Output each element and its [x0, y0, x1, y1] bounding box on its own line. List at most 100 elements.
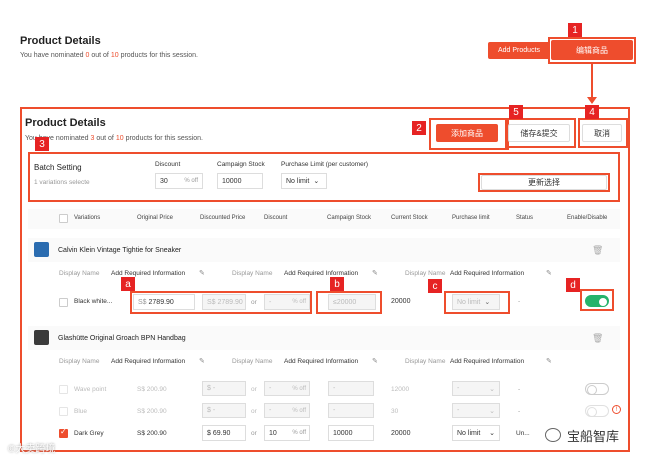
tag-1: 1 — [568, 23, 582, 37]
purchase-limit-select[interactable]: No limit ⌄ — [452, 425, 500, 441]
trash-icon[interactable]: 🗑 — [592, 333, 604, 343]
current-stock-value: 12000 — [391, 386, 410, 393]
campaign-stock-input[interactable]: - — [328, 381, 374, 396]
status-value: - — [518, 386, 521, 393]
col-campaign-stock: Campaign Stock — [327, 215, 372, 221]
purchase-limit-label: Purchase Limit (per customer) — [281, 161, 369, 168]
discounted-price-input[interactable]: $ - — [202, 381, 246, 396]
display-name-label: Display Name — [59, 358, 100, 365]
campaign-stock-input[interactable]: - — [328, 403, 374, 418]
trash-icon[interactable]: 🗑 — [592, 245, 604, 255]
purchase-limit-select[interactable]: No limit ⌄ — [452, 294, 500, 310]
tag-d: d — [566, 278, 580, 292]
campaign-stock-input[interactable]: ≤20000 — [328, 294, 376, 310]
display-name-value[interactable]: Add Required Information — [450, 358, 525, 365]
pencil-icon[interactable]: ✎ — [372, 270, 378, 277]
product-name: Calvin Klein Vintage Tightie for Sneaker — [58, 247, 182, 254]
wechat-icon — [545, 428, 561, 442]
highlight-a — [130, 291, 312, 314]
highlight-add-product — [429, 118, 509, 150]
select-all-checkbox[interactable] — [59, 214, 68, 223]
check-icon: ✓ — [60, 427, 67, 436]
discount-pct-input[interactable]: -% off — [264, 381, 310, 396]
enable-toggle[interactable] — [585, 405, 609, 417]
or-label: or — [251, 430, 257, 437]
nominated-summary: You have nominated 0 out of 10 products … — [20, 52, 198, 59]
update-selection-button[interactable]: 更新选择 — [481, 175, 607, 190]
campaign-stock-input[interactable]: 10000 — [328, 425, 374, 441]
page-title: Product Details — [20, 35, 101, 47]
row-checkbox[interactable] — [59, 298, 68, 307]
or-label: or — [251, 386, 257, 393]
display-name-value[interactable]: Add Required Information — [450, 270, 525, 277]
discounted-price-input[interactable]: $ - — [202, 403, 246, 418]
product-header — [28, 326, 620, 350]
product-thumbnail — [34, 242, 49, 257]
discount-label: Discount — [155, 161, 181, 168]
highlight-c — [444, 291, 510, 314]
status-value: - — [518, 408, 521, 415]
batch-discount-input[interactable]: 30 % off — [155, 173, 203, 189]
warning-icon: ! — [612, 405, 621, 414]
product-name: Glashütte Original Groach BPN Handbag — [58, 335, 186, 342]
discounted-price-input[interactable]: $ 69.90 — [202, 425, 246, 441]
edit-products-button[interactable]: 编辑商品 — [551, 40, 633, 60]
chevron-down-icon: ⌄ — [489, 385, 495, 393]
col-discounted-price: Discounted Price — [200, 215, 246, 221]
cancel-button[interactable]: 取消 — [582, 124, 622, 142]
display-name-value[interactable]: Add Required Information — [111, 270, 186, 277]
status-value: - — [518, 298, 521, 305]
row-checkbox[interactable] — [59, 429, 68, 438]
row-checkbox[interactable] — [59, 385, 68, 394]
watermark-right: 宝船智库 — [565, 426, 622, 445]
col-variations: Variations — [74, 215, 101, 221]
purchase-limit-select[interactable]: - ⌄ — [452, 403, 500, 418]
discount-pct-input[interactable]: - % off — [264, 294, 310, 310]
discount-pct-input[interactable]: -% off — [264, 403, 310, 418]
batch-limit-select[interactable]: No limit ⌄ — [281, 173, 327, 189]
original-price: S$ 200.90 — [137, 386, 167, 393]
display-name-value[interactable]: Add Required Information — [284, 358, 359, 365]
col-enable-disable: Enable/Disable — [567, 215, 608, 221]
original-price-field[interactable]: S$ 2789.90 — [133, 294, 195, 310]
display-name-value[interactable]: Add Required Information — [284, 270, 359, 277]
tag-b: b — [330, 277, 344, 291]
arrow-head — [587, 97, 597, 104]
enable-toggle[interactable] — [585, 295, 609, 307]
display-name-label: Display Name — [232, 270, 273, 277]
enable-toggle[interactable] — [585, 383, 609, 395]
variation-name: Wave point — [74, 386, 107, 393]
status-value: Un... — [516, 430, 530, 437]
discounted-price-input[interactable]: S$ 2789.90 — [202, 294, 246, 310]
purchase-limit-select[interactable]: - ⌄ — [452, 381, 500, 396]
display-name-label: Display Name — [405, 358, 446, 365]
highlight-d — [580, 289, 614, 311]
pencil-icon[interactable]: ✎ — [199, 270, 205, 277]
tag-2: 2 — [412, 121, 426, 135]
discount-pct-input[interactable]: 10% off — [264, 425, 310, 441]
current-stock-value: 20000 — [391, 430, 411, 437]
highlight-b — [316, 291, 382, 314]
pencil-icon[interactable]: ✎ — [199, 358, 205, 365]
variation-name: Dark Grey — [74, 430, 104, 437]
arrow-connector — [591, 64, 593, 100]
product-header — [28, 238, 620, 262]
row-checkbox[interactable] — [59, 407, 68, 416]
pencil-icon[interactable]: ✎ — [546, 270, 552, 277]
tag-a: a — [121, 277, 135, 291]
current-stock-value: 20000 — [391, 298, 411, 305]
add-product-button[interactable]: 添加商品 — [436, 124, 498, 142]
or-label: or — [251, 408, 257, 415]
highlight-cancel — [578, 118, 628, 148]
panel-title: Product Details — [25, 117, 106, 129]
pencil-icon[interactable]: ✎ — [546, 358, 552, 365]
pencil-icon[interactable]: ✎ — [372, 358, 378, 365]
save-submit-button[interactable]: 储存&提交 — [508, 124, 570, 142]
display-name-value[interactable]: Add Required Information — [111, 358, 186, 365]
highlight-batch-setting — [28, 152, 620, 202]
chevron-down-icon: ⌄ — [484, 299, 491, 306]
batch-stock-input[interactable]: 10000 — [217, 173, 263, 189]
original-price: S$ 200.90 — [137, 408, 167, 415]
add-products-button[interactable]: Add Products — [488, 42, 550, 59]
display-name-label: Display Name — [405, 270, 446, 277]
